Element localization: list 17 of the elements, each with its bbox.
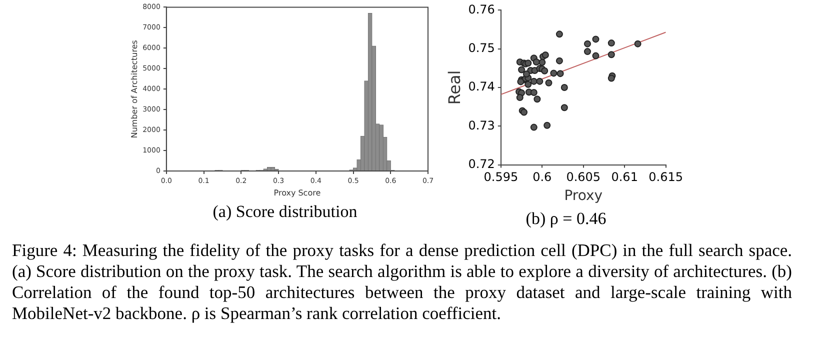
x-tick-label: 0.6	[532, 170, 552, 184]
caption: Figure 4: Measuring the fidelity of the proxy tasks for a dense prediction cell (DPC) in the full search space. (a) Score distribution on the proxy task. The search algorithm is able to explore a diversity of architectures. (b) Correlation of the found top-50 architectures between the proxy dataset and large-scale training with MobileNet-v2 backbone. ρ is Spearman’s rank correlation coefficient.	[12, 240, 792, 323]
y-tick-label: 0.75	[468, 40, 495, 55]
y-axis-title: Real	[444, 70, 464, 105]
x-tick-label: 0.605	[566, 170, 601, 184]
y-tick-label: 0.76	[468, 2, 495, 16]
y-tick-label: 0.74	[468, 80, 495, 94]
x-tick-label: 0.61	[611, 170, 638, 184]
x-tick-label: 0.595	[484, 170, 518, 184]
x-tick-label: 0.615	[648, 170, 684, 184]
text: (b) ρ = 0.46	[524, 209, 608, 229]
y-axis-title: Number of Architectures	[130, 40, 139, 138]
x-axis-title: Proxy	[564, 188, 603, 204]
y-tick-label: 0.72	[468, 156, 495, 171]
y-tick-label: 0.73	[468, 118, 495, 132]
x-axis-title: Proxy Score	[274, 188, 321, 198]
text: (a) Score distribution	[212, 202, 358, 222]
